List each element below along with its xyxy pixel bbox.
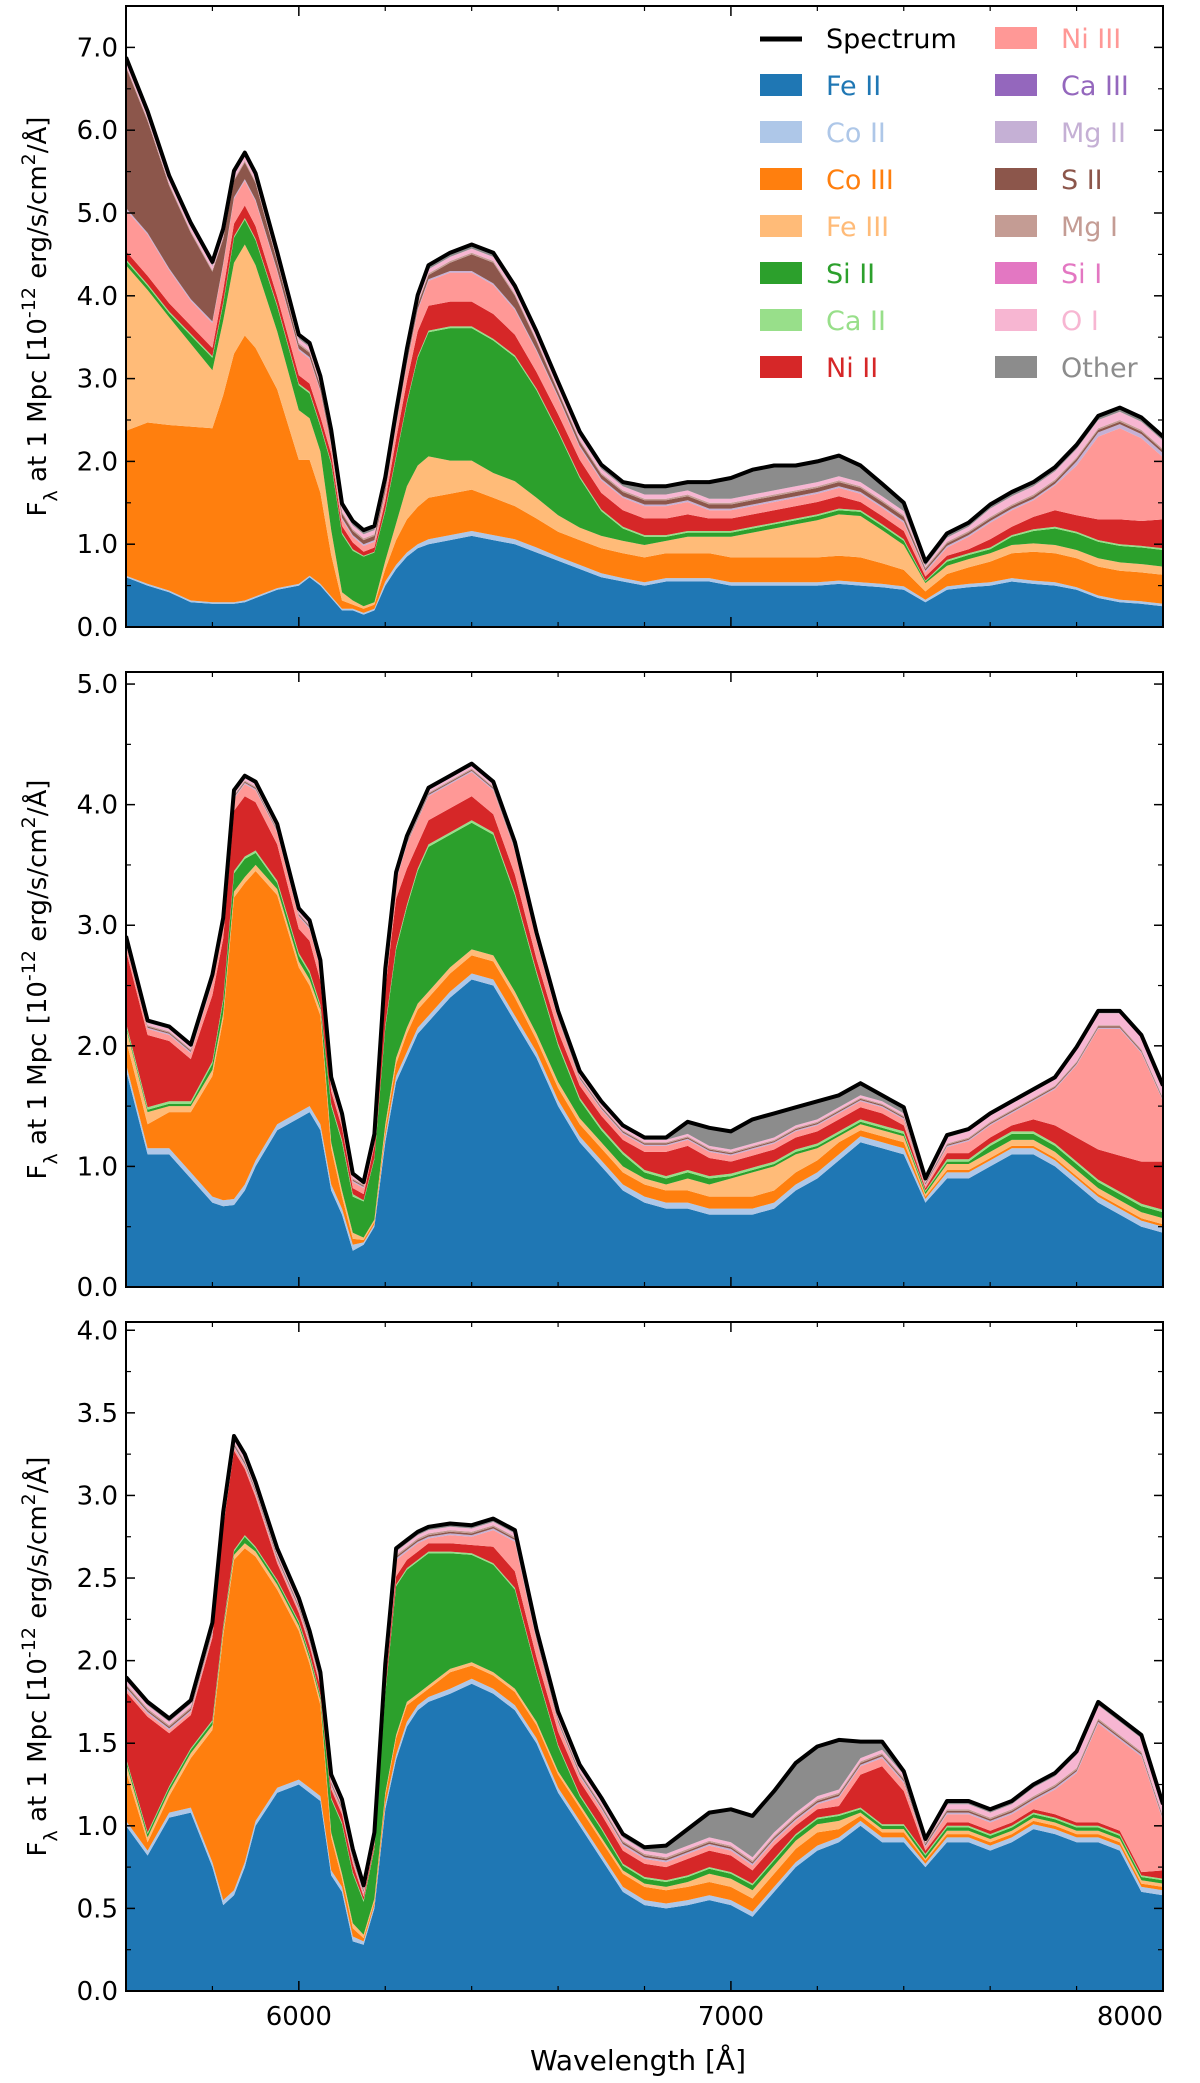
legend-label-mg-ii: Mg II — [1061, 118, 1126, 149]
y-tick-label-1-4: 4.0 — [77, 282, 118, 312]
legend-label-ni-iii: Ni III — [1061, 24, 1121, 55]
legend-label-o-i: O I — [1061, 306, 1099, 337]
y-tick-label-3-5: 2.5 — [77, 1564, 118, 1594]
y-tick-label-2-4: 4.0 — [77, 791, 118, 821]
y-tick-label-1-3: 3.0 — [77, 365, 118, 395]
legend-label-ni-ii: Ni II — [826, 353, 878, 384]
legend-label-fe-ii: Fe II — [826, 71, 881, 102]
area-mg-ii-panel-3 — [126, 1445, 1163, 1894]
y-axis-label-panel-1: Fλ at 1 Mpc [10-12 erg/s/cm2/Å] — [18, 117, 62, 517]
legend-swatch-ca-ii — [760, 309, 802, 331]
spectrum-panel-2: 0.0 1.0 2.0 3.0 4.0 5.0 Fλ at 1 Mpc [10-12 erg… — [18, 670, 1164, 1303]
area-fe-ii-panel-3 — [126, 1683, 1163, 1991]
area-co-iii-panel-1 — [126, 335, 1163, 613]
y-tick-label-3-2: 1.0 — [77, 1812, 118, 1842]
spectrum-line-panel-1 — [126, 56, 1163, 564]
legend-label-si-ii: Si II — [826, 259, 875, 290]
spectrum-panel-3: 0.0 0.5 1.0 1.5 2.0 2.5 3.0 3.5 4.0 6000 7000 8000 F… — [18, 1316, 1164, 2032]
y-tick-label-3-0: 0.0 — [77, 1977, 118, 2007]
y-tick-label-2-5: 5.0 — [77, 670, 118, 700]
y-tick-label-2-1: 1.0 — [77, 1152, 118, 1182]
area-ni-ii-panel-3 — [126, 1450, 1163, 1901]
legend-label-s-ii: S II — [1061, 165, 1103, 196]
legend-swatch-fe-ii — [760, 74, 802, 96]
legend-swatch-si-ii — [760, 262, 802, 284]
area-fe-ii-panel-2 — [126, 979, 1163, 1287]
y-tick-label-1-1: 1.0 — [77, 530, 118, 560]
y-tick-label-2-2: 2.0 — [77, 1032, 118, 1062]
spectrum-panel-1: 0.0 1.0 2.0 3.0 4.0 5.0 6.0 7.0 Fλ at 1 Mpc [10-… — [18, 5, 1164, 643]
y-tick-label-3-1: 0.5 — [77, 1894, 118, 1924]
legend-label-other: Other — [1061, 353, 1139, 384]
legend-label-co-ii: Co II — [826, 118, 886, 149]
x-tick-label-2: 8000 — [1097, 2002, 1163, 2032]
legend-label-ca-ii: Ca II — [826, 306, 886, 337]
y-axis-label-panel-2: Fλ at 1 Mpc [10-12 erg/s/cm2/Å] — [18, 780, 62, 1180]
legend-label-co-iii: Co III — [826, 165, 894, 196]
y-tick-label-2-0: 0.0 — [77, 1273, 118, 1303]
legend-swatch-co-iii — [760, 168, 802, 190]
area-ni-iii-panel-3 — [126, 1447, 1163, 1897]
spectrum-line-panel-2 — [126, 761, 1163, 1185]
legend-swatch-other — [995, 356, 1037, 378]
y-tick-label-3-8: 4.0 — [77, 1316, 118, 1346]
legend-swatch-co-ii — [760, 121, 802, 143]
legend-swatch-si-i — [995, 262, 1037, 284]
y-tick-label-1-2: 2.0 — [77, 447, 118, 477]
legend-swatch-ca-iii — [995, 74, 1037, 96]
legend-swatch-ni-ii — [760, 356, 802, 378]
y-axis-label-panel-3: Fλ at 1 Mpc [10-12 erg/s/cm2/Å] — [18, 1457, 62, 1857]
area-s-ii-panel-3 — [126, 1444, 1163, 1892]
area-fe-ii-panel-1 — [126, 535, 1163, 627]
legend-swatch-ni-iii — [995, 27, 1037, 49]
legend-label-spectrum: Spectrum — [826, 24, 957, 55]
y-tick-label-1-0: 0.0 — [77, 613, 118, 643]
legend-swatch-fe-iii — [760, 215, 802, 237]
legend-swatch-mg-i — [995, 215, 1037, 237]
legend-label-fe-iii: Fe III — [826, 212, 889, 243]
y-tick-label-1-6: 6.0 — [77, 116, 118, 146]
legend-swatch-s-ii — [995, 168, 1037, 190]
y-tick-label-3-6: 3.0 — [77, 1481, 118, 1511]
legend-label-ca-iii: Ca III — [1061, 71, 1129, 102]
legend-label-si-i: Si I — [1061, 259, 1102, 290]
spectrum-line-panel-3 — [126, 1434, 1163, 1888]
legend-swatch-o-i — [995, 309, 1037, 331]
y-tick-label-1-5: 5.0 — [77, 199, 118, 229]
x-axis-label: Wavelength [Å] — [530, 2043, 746, 2077]
legend: Spectrum Fe II Co II Co III Fe III Si II Ca II… — [760, 24, 1139, 384]
y-tick-label-3-3: 1.5 — [77, 1729, 118, 1759]
legend-label-mg-i: Mg I — [1061, 212, 1118, 243]
y-tick-label-3-4: 2.0 — [77, 1647, 118, 1677]
y-tick-label-1-7: 7.0 — [77, 33, 118, 63]
y-tick-label-3-7: 3.5 — [77, 1399, 118, 1429]
legend-swatch-mg-ii — [995, 121, 1037, 143]
y-tick-label-2-3: 3.0 — [77, 911, 118, 941]
area-mg-i-panel-3 — [126, 1442, 1163, 1891]
x-tick-label-0: 6000 — [266, 2002, 332, 2032]
x-tick-label-1: 7000 — [698, 2002, 764, 2032]
